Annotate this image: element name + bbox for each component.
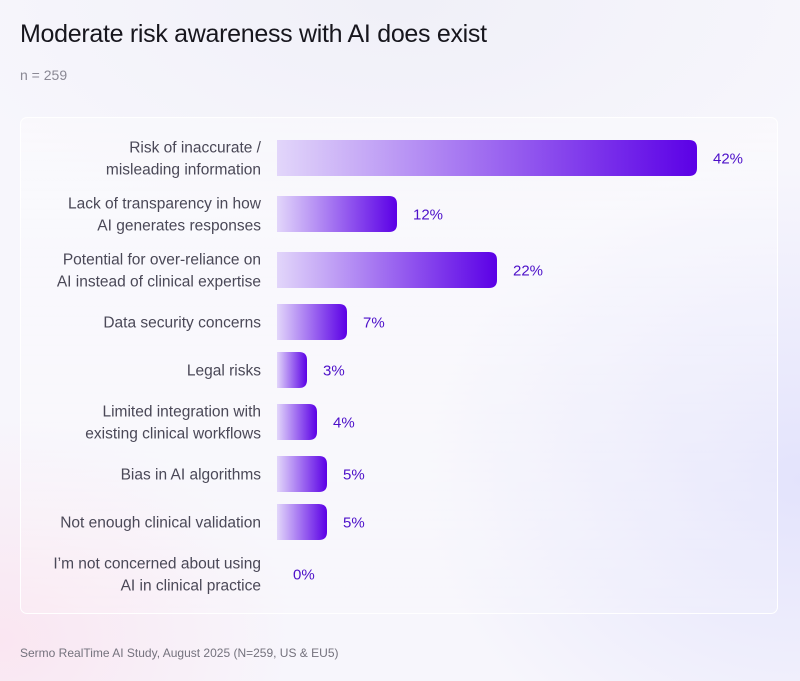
value-label: 5% <box>343 467 365 484</box>
category-label: Limited integration with existing clinica… <box>85 404 261 443</box>
chart-card <box>20 117 778 614</box>
value-label: 22% <box>513 263 543 280</box>
source-note: Sermo RealTime AI Study, August 2025 (N=… <box>20 646 339 660</box>
value-label: 12% <box>413 207 443 224</box>
value-label: 5% <box>343 515 365 532</box>
category-label-line: AI instead of clinical expertise <box>57 274 261 291</box>
category-label: Bias in AI algorithms <box>121 467 262 484</box>
category-label: Lack of transparency in how AI generates … <box>68 196 262 235</box>
value-label: 0% <box>293 567 315 584</box>
category-label-line: Limited integration with <box>102 404 261 421</box>
chart-title: Moderate risk awareness with AI does exi… <box>20 20 487 48</box>
value-label: 3% <box>323 363 345 380</box>
value-label: 7% <box>363 315 385 332</box>
bar <box>277 352 307 388</box>
category-label: Risk of inaccurate / misleading informati… <box>106 140 262 179</box>
category-label: Legal risks <box>187 363 261 380</box>
category-label-line: Lack of transparency in how <box>68 196 262 213</box>
bar <box>277 140 697 176</box>
category-label-line: Bias in AI algorithms <box>121 467 262 484</box>
bar <box>277 404 317 440</box>
category-label: Potential for over-reliance on AI instead… <box>57 252 261 291</box>
category-label: I’m not concerned about using AI in clini… <box>53 556 261 595</box>
category-label-line: existing clinical workflows <box>85 426 261 443</box>
bar <box>277 252 497 288</box>
value-label: 42% <box>713 151 743 168</box>
sample-size: n = 259 <box>20 67 68 83</box>
category-label-line: misleading information <box>106 162 261 179</box>
bar <box>277 456 327 492</box>
bar <box>277 196 397 232</box>
category-label-line: Risk of inaccurate / <box>129 140 261 157</box>
category-label-line: AI in clinical practice <box>121 578 261 595</box>
category-label-line: Legal risks <box>187 363 261 380</box>
bar <box>277 504 327 540</box>
category-label: Not enough clinical validation <box>60 515 261 532</box>
category-label-line: AI generates responses <box>97 218 261 235</box>
category-label-line: I’m not concerned about using <box>53 556 261 573</box>
bar <box>277 304 347 340</box>
bars-group: Risk of inaccurate / misleading informati… <box>53 140 743 595</box>
category-label: Data security concerns <box>103 315 261 332</box>
category-label-line: Data security concerns <box>103 315 261 332</box>
value-label: 4% <box>333 415 355 432</box>
category-label-line: Potential for over-reliance on <box>63 252 261 269</box>
category-label-line: Not enough clinical validation <box>60 515 261 532</box>
